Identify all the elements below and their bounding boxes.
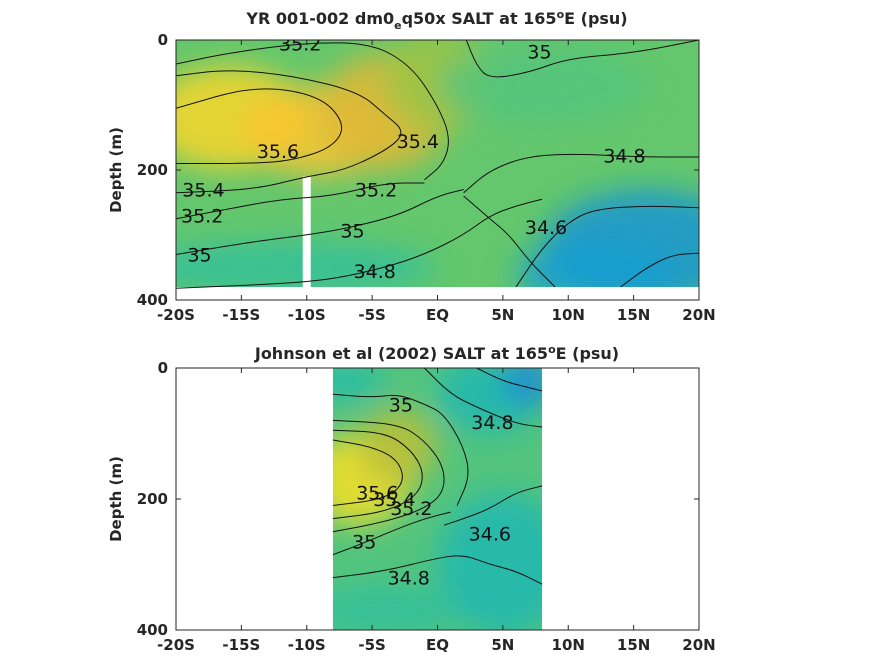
contour-line-35 xyxy=(332,511,451,556)
contour-label: 35 xyxy=(187,244,211,266)
contour-line-34.8 xyxy=(463,153,699,194)
contour-label: 34.8 xyxy=(354,261,396,283)
panel-2-y-label: Depth (m) xyxy=(107,456,125,542)
y-tick-label: 0 xyxy=(158,31,168,49)
x-tick-label: -10S xyxy=(288,306,326,324)
contour-line-35.2 xyxy=(332,419,445,533)
contour-line-35 xyxy=(332,393,469,506)
field-blob-1 xyxy=(359,407,438,486)
contour-label: 35 xyxy=(340,220,364,242)
contour-label: 35 xyxy=(389,394,413,416)
field-blob-4 xyxy=(437,46,647,125)
field-blob-6 xyxy=(332,584,464,630)
contour-line-35 xyxy=(463,195,556,288)
contour-label: 34.8 xyxy=(471,412,513,434)
field-region xyxy=(176,40,699,287)
x-tick-label: -15S xyxy=(222,306,260,324)
contour-line-34.8 xyxy=(332,555,543,585)
contour-label: 35.4 xyxy=(397,131,439,153)
contour-label: 35.6 xyxy=(257,141,299,163)
y-tick-label: 400 xyxy=(137,291,168,309)
x-tick-label: 15N xyxy=(617,636,650,654)
contour-line-35.2 xyxy=(176,42,449,181)
field-blob-3 xyxy=(502,368,543,408)
panel-2-x-ticks: -20S -15S -10S -5S EQ 5N 10N 15N 20N xyxy=(157,368,716,654)
contour-line-35.4 xyxy=(332,429,423,520)
y-tick-label: 0 xyxy=(158,359,168,377)
x-tick-label: 5N xyxy=(491,306,514,324)
contour-label: 34.6 xyxy=(469,524,511,546)
panel-1-title: YR 001-002 dm0eq50x SALT at 165oE (psu) xyxy=(245,8,627,33)
contour-line-34.6 xyxy=(476,368,543,392)
x-tick-label: EQ xyxy=(426,636,449,654)
panel-1-contours: 35.2 35 35.6 35.4 34.8 35.4 35.2 35.2 35 34.6 35 34… xyxy=(176,34,699,289)
contour-line-34.6 xyxy=(620,252,699,288)
contour-line-34.6 xyxy=(443,485,543,526)
panel-2-salinity-field xyxy=(332,368,543,630)
contour-label: 35 xyxy=(352,531,376,553)
contour-line-35.2 xyxy=(176,182,425,220)
contour-line-35.6 xyxy=(332,439,403,507)
contour-label: 35.4 xyxy=(373,489,415,511)
x-tick-label: 15N xyxy=(617,306,650,324)
contour-line-35.4 xyxy=(176,70,402,194)
x-tick-label: -20S xyxy=(157,306,195,324)
x-tick-label: -5S xyxy=(358,636,385,654)
contour-label: 34.8 xyxy=(388,567,430,589)
contour-label: 35.2 xyxy=(390,498,432,520)
contour-label: 35.2 xyxy=(181,205,223,227)
panel-2-contours: 35 34.8 35.635.435.2 34.6 35 34.8 xyxy=(332,368,543,589)
x-tick-label: -20S xyxy=(157,636,195,654)
x-tick-label: -15S xyxy=(222,636,260,654)
y-tick-label: 200 xyxy=(137,490,168,508)
field-region xyxy=(332,368,543,630)
panel-2-y-ticks: 0 200 400 xyxy=(137,359,699,639)
contour-line-34.8 xyxy=(176,198,543,289)
x-tick-label: 20N xyxy=(682,636,715,654)
panel-1-salinity-field xyxy=(176,40,699,300)
contour-label: 35.2 xyxy=(355,179,397,201)
contour-label: 35.4 xyxy=(182,179,224,201)
x-tick-label: 5N xyxy=(491,636,514,654)
panel-1-y-ticks: 0 200 400 xyxy=(137,31,699,309)
x-tick-label: 10N xyxy=(552,306,585,324)
contour-line-34.8 xyxy=(424,368,543,428)
x-tick-label: 10N xyxy=(552,636,585,654)
contour-line-34.6 xyxy=(515,205,699,288)
field-blob-6 xyxy=(515,241,673,287)
contour-label: 35 xyxy=(527,42,551,64)
contour-line-35.6 xyxy=(176,88,343,164)
y-tick-label: 200 xyxy=(137,161,168,179)
contour-label: 35.6 xyxy=(356,482,398,504)
panel-1-y-label: Depth (m) xyxy=(107,127,125,213)
panel-2: Johnson et al (2002) SALT at 165oE (psu)… xyxy=(107,343,716,655)
contour-line-35 xyxy=(465,40,699,78)
missing-data-column xyxy=(302,176,311,300)
panel-1-x-ticks: -20S -15S -10S -5S EQ 5N 10N 15N 20N xyxy=(157,40,716,324)
x-tick-label: EQ xyxy=(426,306,449,324)
field-blob-5 xyxy=(437,492,543,630)
x-tick-label: -5S xyxy=(358,306,385,324)
field-blob-4 xyxy=(332,368,386,401)
contour-label: 34.6 xyxy=(525,217,567,239)
panel-2-title: Johnson et al (2002) SALT at 165oE (psu) xyxy=(254,343,619,364)
x-tick-label: 20N xyxy=(682,306,715,324)
contour-line-35 xyxy=(176,189,464,255)
contour-label: 34.8 xyxy=(603,146,645,168)
y-tick-label: 400 xyxy=(137,621,168,639)
x-tick-label: -10S xyxy=(288,636,326,654)
panel-1: YR 001-002 dm0eq50x SALT at 165oE (psu) … xyxy=(107,8,716,325)
contour-label: 35.2 xyxy=(279,34,321,56)
